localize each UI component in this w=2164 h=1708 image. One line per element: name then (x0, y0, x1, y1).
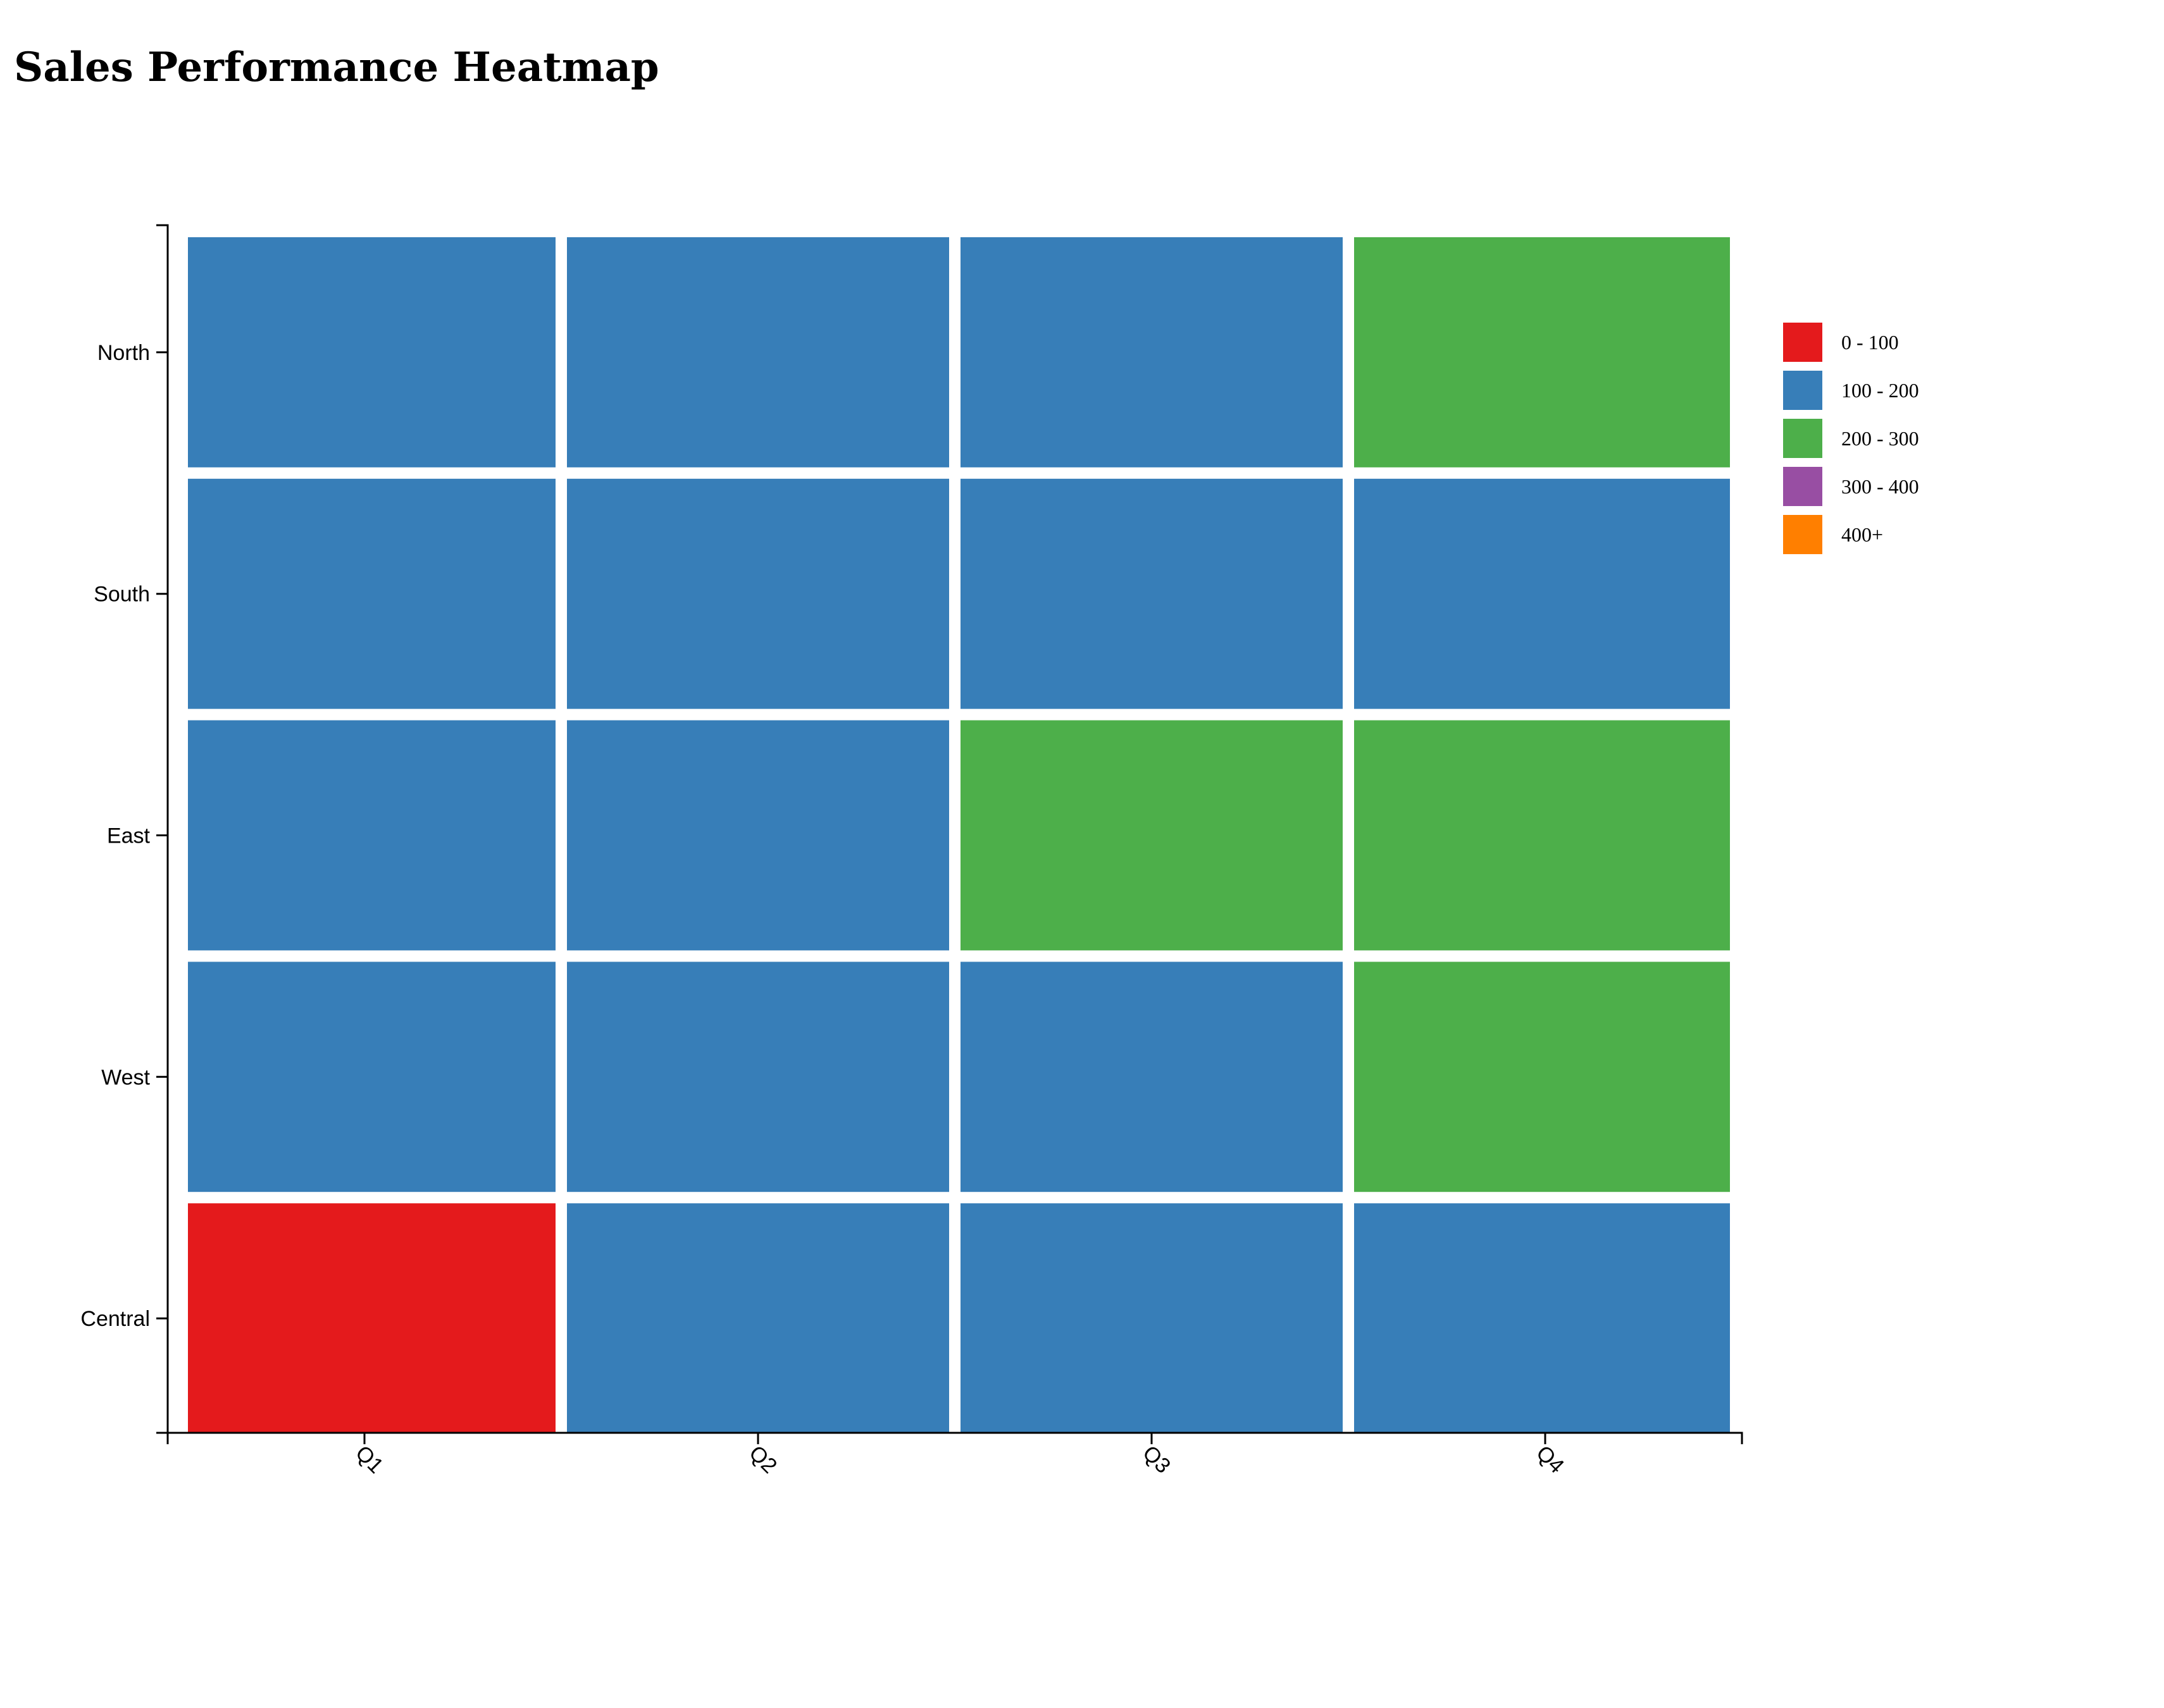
y-tick-label-west: West (101, 1065, 150, 1089)
heatmap-cell-south-q2 (567, 478, 949, 709)
heatmap-cell-east-q2 (567, 720, 949, 951)
legend-swatch-400 (1783, 515, 1822, 554)
heatmap-cell-north-q2 (567, 237, 949, 467)
x-tick-label-q4: Q4 (1531, 1441, 1569, 1478)
heatmap-cell-central-q2 (567, 1203, 949, 1433)
x-tick-label-q3: Q3 (1138, 1441, 1175, 1478)
heatmap-cell-west-q1 (188, 962, 556, 1192)
heatmap-cell-east-q4 (1354, 720, 1730, 951)
heatmap-cell-south-q3 (961, 478, 1343, 709)
heatmap-cell-central-q3 (961, 1203, 1343, 1433)
heatmap-cell-south-q4 (1354, 478, 1730, 709)
legend-label-100-200: 100 - 200 (1841, 379, 1919, 402)
y-tick-label-east: East (107, 824, 151, 848)
legend-label-0-100: 0 - 100 (1841, 331, 1899, 354)
y-tick-label-north: North (97, 341, 150, 365)
x-tick-label-q2: Q2 (744, 1441, 781, 1478)
y-tick-label-central: Central (80, 1307, 150, 1331)
chart-title: Sales Performance Heatmap (14, 44, 659, 91)
legend-swatch-0-100 (1783, 323, 1822, 362)
legend: 0 - 100 100 - 200 200 - 300 300 - 400 400+ (1783, 323, 1919, 554)
heatmap-cell-north-q3 (961, 237, 1343, 467)
y-axis-line (156, 224, 169, 1434)
legend-label-200-300: 200 - 300 (1841, 427, 1919, 450)
x-tick-label-q1: Q1 (351, 1441, 388, 1478)
heatmap-cell-west-q2 (567, 962, 949, 1192)
legend-swatch-300-400 (1783, 467, 1822, 506)
legend-label-400: 400+ (1841, 523, 1883, 546)
heatmap-cell-west-q3 (961, 962, 1343, 1192)
heatmap-cell-north-q1 (188, 237, 556, 467)
y-axis: North South East West Central (80, 224, 169, 1434)
legend-swatch-100-200 (1783, 371, 1822, 410)
y-tick-label-south: South (94, 583, 150, 607)
heatmap-cells (188, 237, 1730, 1433)
heatmap-cell-east-q1 (188, 720, 556, 951)
heatmap-cell-north-q4 (1354, 237, 1730, 467)
x-axis-line (166, 1432, 1743, 1444)
legend-label-300-400: 300 - 400 (1841, 475, 1919, 498)
heatmap-cell-east-q3 (961, 720, 1343, 951)
heatmap-cell-south-q1 (188, 478, 556, 709)
heatmap-cell-central-q1 (188, 1203, 556, 1433)
legend-swatch-200-300 (1783, 419, 1822, 458)
heatmap-cell-west-q4 (1354, 962, 1730, 1192)
x-axis: Q1 Q2 Q3 Q4 (166, 1432, 1743, 1478)
heatmap-cell-central-q4 (1354, 1203, 1730, 1433)
